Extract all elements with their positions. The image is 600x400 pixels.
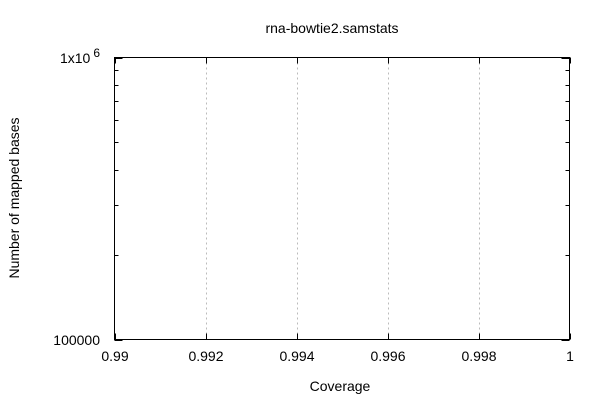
- x-tick-label: 0.998: [461, 348, 496, 364]
- x-tick-label: 0.994: [279, 348, 314, 364]
- chart-title: rna-bowtie2.samstats: [265, 20, 398, 36]
- x-tick-label: 1: [566, 348, 574, 364]
- y-tick-label-upper-mantissa: 1x10: [60, 50, 91, 66]
- y-axis-ticks: [114, 58, 570, 341]
- grid: [206, 57, 480, 340]
- x-axis-ticks: [115, 57, 571, 340]
- y-tick-label-lower: 100000: [53, 332, 100, 348]
- plot-frame: [114, 57, 570, 340]
- x-tick-label: 0.996: [370, 348, 405, 364]
- y-tick-label-upper: 1x10 6: [60, 46, 100, 66]
- x-tick-label: 0.992: [188, 348, 223, 364]
- y-tick-label-upper-exponent: 6: [93, 46, 100, 60]
- x-axis-label: Coverage: [310, 378, 371, 394]
- x-tick-label: 0.99: [101, 348, 128, 364]
- y-axis-label: Number of mapped bases: [6, 117, 22, 278]
- x-axis-tick-labels: 0.99 0.992 0.994 0.996 0.998 1: [101, 348, 574, 364]
